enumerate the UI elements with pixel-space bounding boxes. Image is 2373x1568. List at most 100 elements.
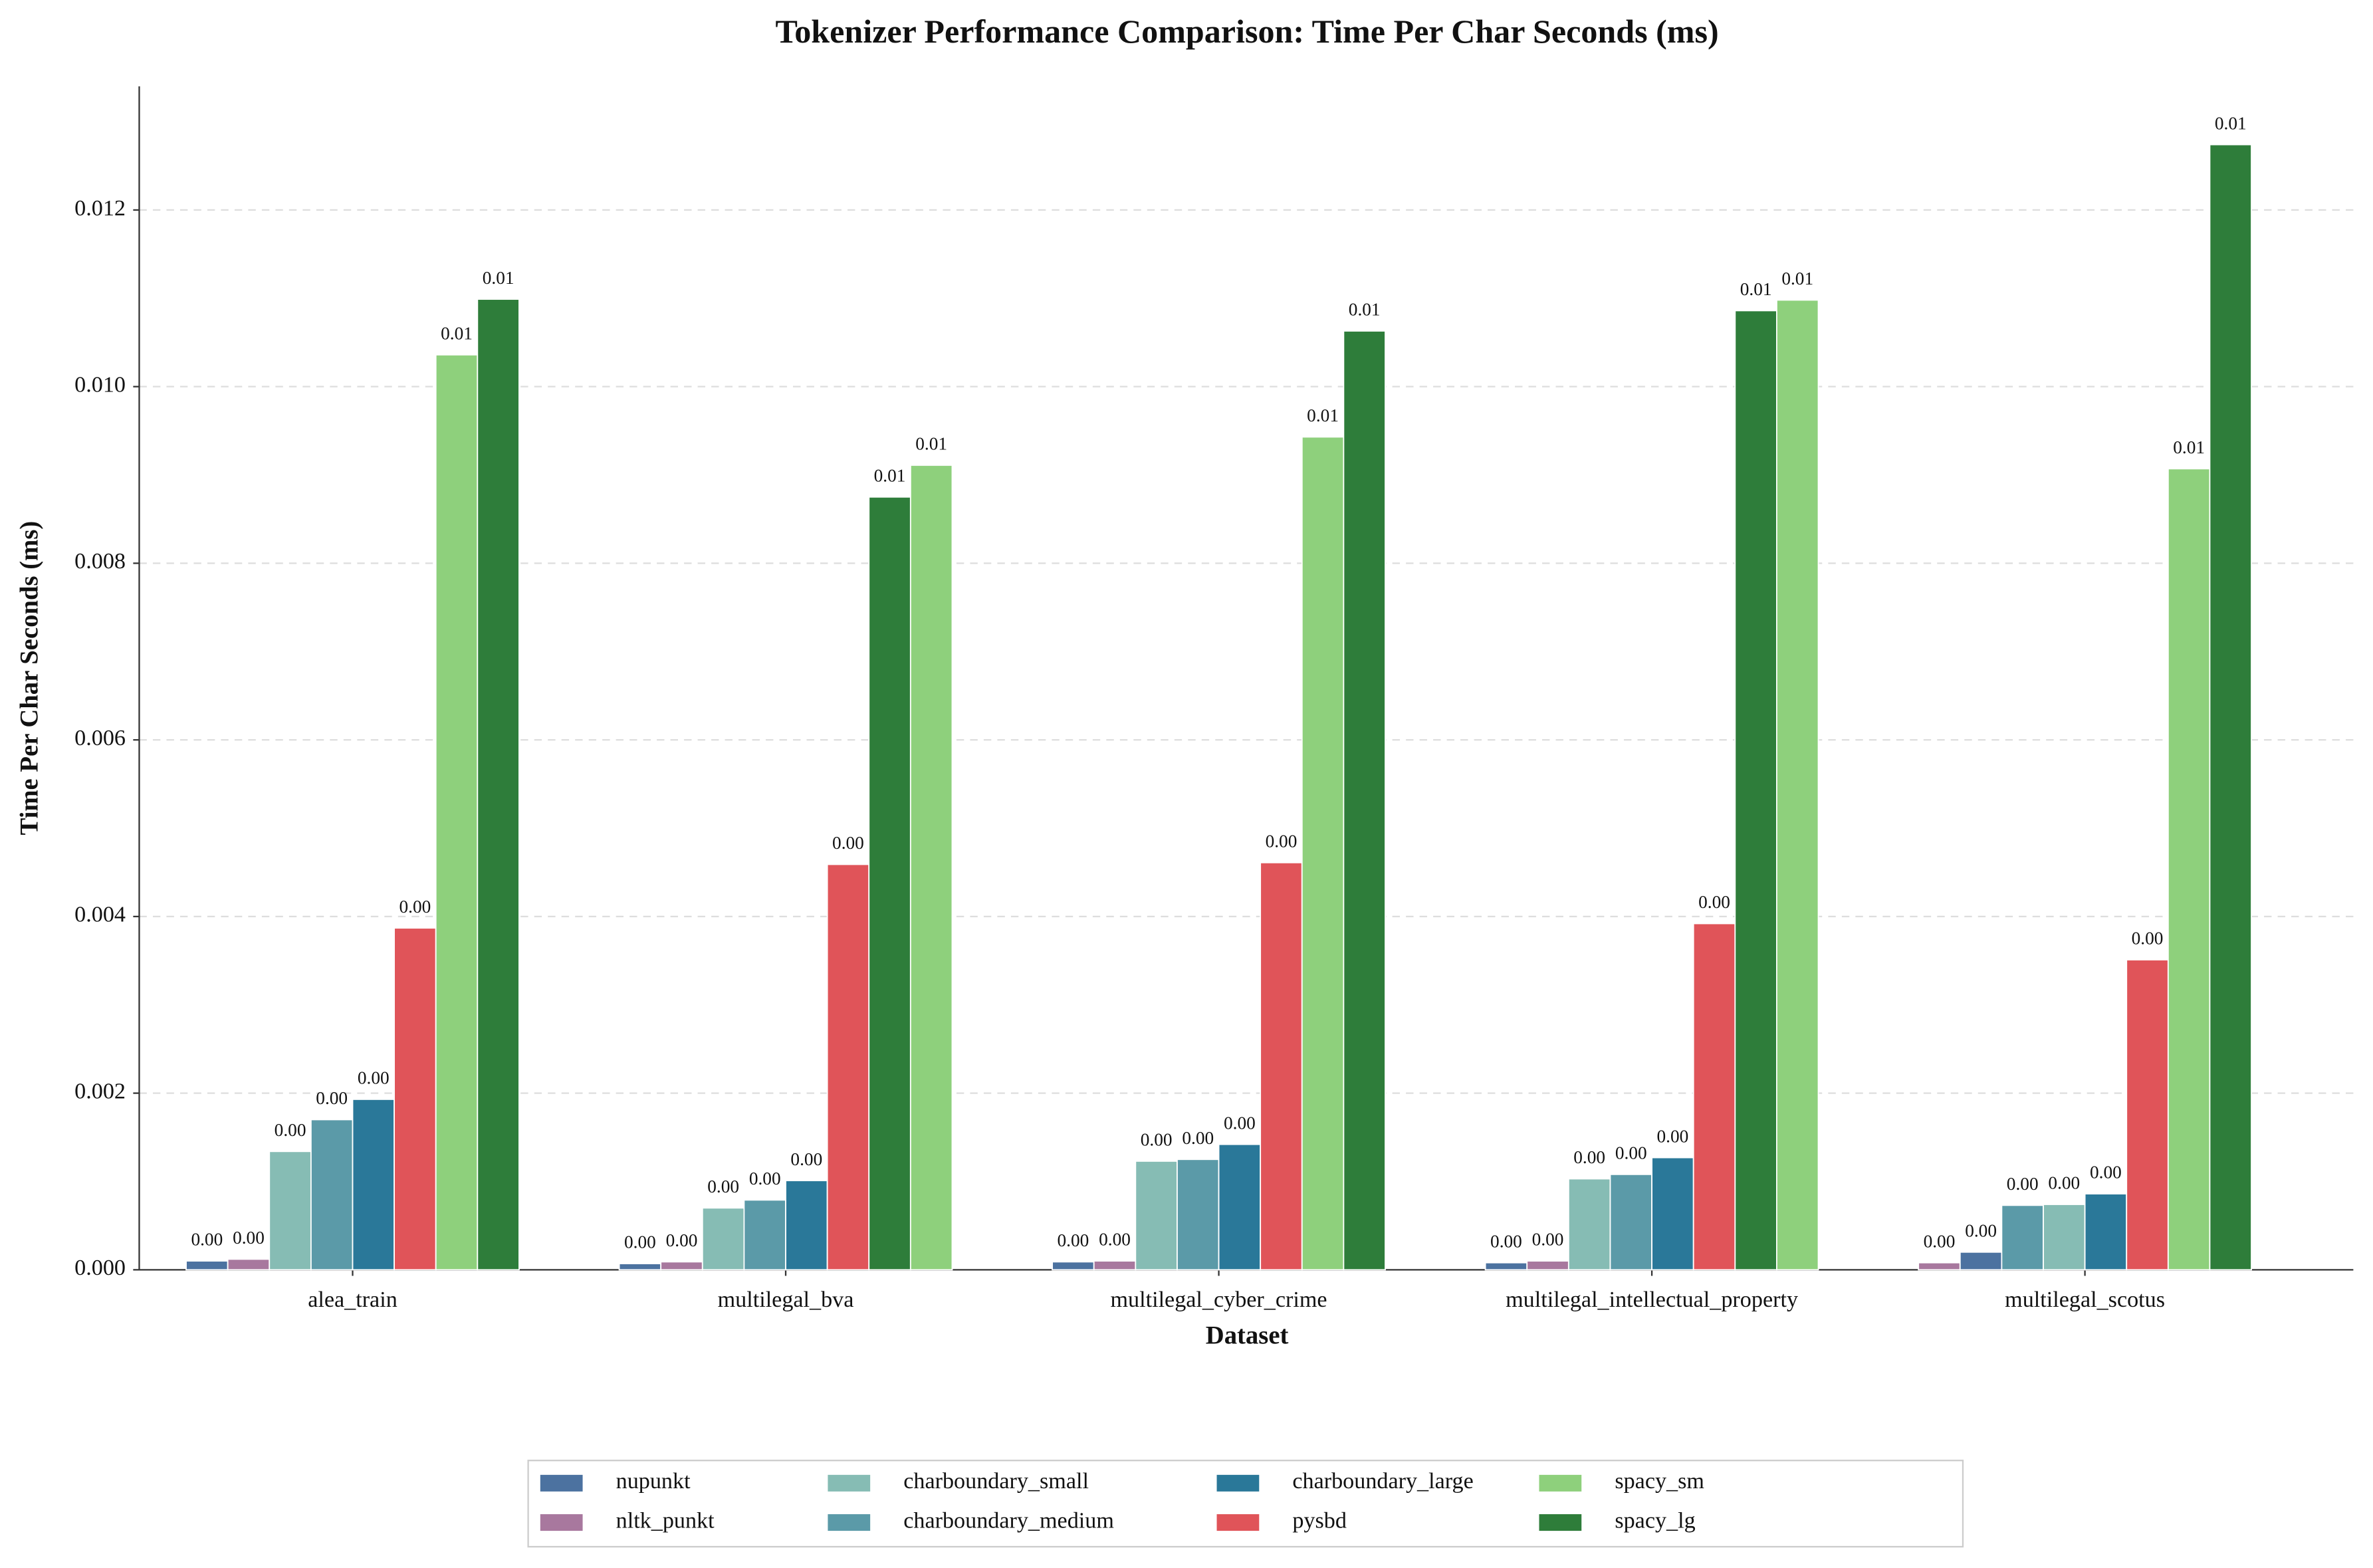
bar xyxy=(1093,1260,1137,1271)
bar xyxy=(1651,1157,1694,1271)
bar xyxy=(435,354,479,1271)
bar xyxy=(477,298,520,1271)
x-tick-label: multilegal_intellectual_property xyxy=(1506,1288,1798,1312)
legend-swatch xyxy=(1539,1514,1582,1531)
value-label: 0.01 xyxy=(1349,300,1381,320)
value-label: 0.01 xyxy=(2215,113,2247,133)
value-label: 0.00 xyxy=(316,1088,348,1108)
bar xyxy=(1260,861,1303,1271)
bar xyxy=(1918,1262,1961,1271)
bar xyxy=(1301,436,1345,1271)
legend-swatch xyxy=(1216,1474,1260,1492)
bar xyxy=(352,1099,396,1271)
legend-label: nupunkt xyxy=(616,1469,691,1494)
value-label: 0.00 xyxy=(1615,1143,1647,1163)
value-label: 0.01 xyxy=(483,268,514,288)
value-label: 0.00 xyxy=(1490,1231,1522,1251)
value-label: 0.00 xyxy=(1224,1113,1256,1133)
value-label: 0.00 xyxy=(1965,1220,1997,1240)
value-label: 0.00 xyxy=(832,833,864,853)
x-tick-label: multilegal_cyber_crime xyxy=(1110,1288,1327,1312)
bar xyxy=(1135,1161,1178,1271)
bar xyxy=(310,1119,354,1271)
bar xyxy=(618,1263,662,1271)
legend-swatch xyxy=(1539,1474,1582,1492)
value-label: 0.00 xyxy=(358,1068,390,1088)
bar xyxy=(2209,144,2252,1271)
value-label: 0.01 xyxy=(1781,269,1813,288)
bar xyxy=(701,1207,745,1271)
bar xyxy=(826,863,870,1271)
bar xyxy=(227,1258,271,1271)
value-label: 0.00 xyxy=(2132,929,2164,949)
bar xyxy=(2043,1204,2086,1271)
value-label: 0.00 xyxy=(624,1232,656,1252)
legend-label: nltk_punkt xyxy=(616,1508,715,1533)
value-label: 0.00 xyxy=(1058,1230,1089,1250)
value-label: 0.00 xyxy=(749,1169,781,1188)
bar xyxy=(1343,330,1386,1271)
bar xyxy=(2167,468,2211,1271)
value-label: 0.00 xyxy=(2007,1174,2039,1194)
legend-swatch xyxy=(828,1514,871,1531)
value-label: 0.00 xyxy=(1924,1231,1956,1251)
value-label: 0.00 xyxy=(666,1230,698,1250)
bar xyxy=(1052,1261,1095,1271)
value-label: 0.01 xyxy=(1307,405,1339,425)
y-tick-label: 0.012 xyxy=(74,196,126,221)
bar xyxy=(2001,1204,2044,1271)
bar xyxy=(1526,1260,1569,1271)
value-label: 0.00 xyxy=(1182,1128,1214,1148)
value-label: 0.00 xyxy=(1532,1230,1564,1250)
legend-label: spacy_sm xyxy=(1615,1469,1704,1494)
bar xyxy=(1776,299,1819,1271)
bar xyxy=(394,927,437,1271)
bar xyxy=(1567,1178,1611,1271)
value-label: 0.00 xyxy=(707,1176,739,1196)
bar xyxy=(2126,959,2169,1271)
value-label: 0.00 xyxy=(2090,1163,2122,1182)
x-tick-label: multilegal_scotus xyxy=(2005,1288,2165,1312)
legend-label: charboundary_medium xyxy=(903,1508,1114,1533)
x-tick-label: alea_train xyxy=(308,1288,397,1312)
legend-label: pysbd xyxy=(1292,1508,1347,1533)
legend-label: charboundary_large xyxy=(1292,1469,1473,1494)
legend-swatch xyxy=(540,1514,583,1531)
y-tick-label: 0.000 xyxy=(74,1256,126,1280)
legend-swatch xyxy=(1216,1514,1260,1531)
bar xyxy=(868,496,911,1271)
value-label: 0.00 xyxy=(790,1149,822,1169)
value-label: 0.00 xyxy=(233,1228,265,1248)
bar xyxy=(1177,1159,1220,1271)
value-label: 0.01 xyxy=(915,434,947,454)
value-label: 0.00 xyxy=(399,897,431,917)
value-label: 0.00 xyxy=(1266,831,1298,851)
value-label: 0.01 xyxy=(2173,437,2205,457)
value-label: 0.00 xyxy=(1573,1147,1605,1167)
value-label: 0.00 xyxy=(1698,892,1730,912)
value-label: 0.01 xyxy=(441,323,473,343)
y-tick-label: 0.002 xyxy=(74,1079,126,1103)
bar xyxy=(1218,1143,1262,1271)
legend-swatch xyxy=(828,1474,871,1492)
value-label: 0.00 xyxy=(2048,1173,2080,1193)
bar xyxy=(1734,310,1777,1271)
value-label: 0.01 xyxy=(1740,279,1772,299)
bar xyxy=(2084,1193,2128,1271)
y-tick-label: 0.006 xyxy=(74,726,126,750)
legend-swatch xyxy=(540,1474,583,1492)
bar xyxy=(1609,1173,1652,1271)
legend-label: charboundary_small xyxy=(903,1469,1089,1494)
value-label: 0.00 xyxy=(191,1230,223,1250)
bar xyxy=(185,1260,229,1271)
legend-label: spacy_lg xyxy=(1615,1508,1695,1533)
bar xyxy=(909,464,953,1271)
bar xyxy=(743,1199,786,1271)
bar xyxy=(660,1261,703,1271)
y-tick-label: 0.008 xyxy=(74,549,126,574)
value-label: 0.00 xyxy=(1099,1230,1131,1250)
bar xyxy=(1959,1251,2003,1271)
bar xyxy=(785,1180,828,1271)
value-label: 0.01 xyxy=(874,465,906,485)
